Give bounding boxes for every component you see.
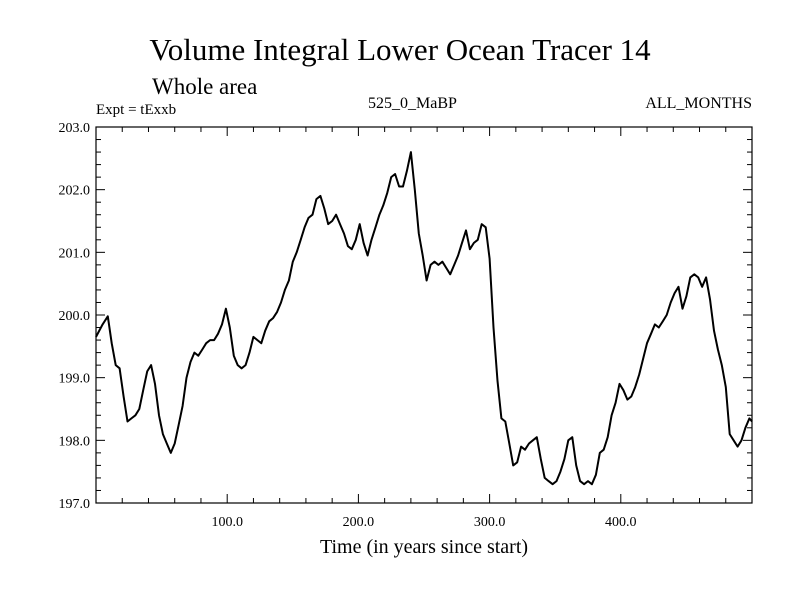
y-tick-label: 203.0 bbox=[59, 121, 91, 136]
chart-title: Volume Integral Lower Ocean Tracer 14 bbox=[149, 32, 651, 67]
y-tick-label: 200.0 bbox=[59, 309, 91, 324]
tick-marks bbox=[96, 126, 752, 504]
plot-frame bbox=[95, 126, 753, 504]
experiment-label: Expt = tExxb bbox=[96, 102, 177, 118]
y-tick-label: 198.0 bbox=[59, 434, 91, 449]
series-line bbox=[95, 151, 753, 486]
y-tick-label: 201.0 bbox=[59, 246, 91, 261]
period-label: 525_0_MaBP bbox=[368, 95, 457, 112]
y-tick-label: 202.0 bbox=[59, 184, 91, 199]
x-tick-label: 400.0 bbox=[605, 515, 637, 530]
months-label: ALL_MONTHS bbox=[645, 95, 752, 112]
x-tick-label: 200.0 bbox=[343, 515, 375, 530]
y-tick-label: 197.0 bbox=[59, 497, 91, 512]
series-layer bbox=[95, 151, 753, 486]
tick-labels: 100.0 200.0 300.0 400.0 197.0 198.0 199.0 200.0… bbox=[59, 121, 637, 530]
x-tick-label: 100.0 bbox=[211, 515, 243, 530]
chart-subtitle: Whole area bbox=[152, 74, 258, 99]
y-tick-label: 199.0 bbox=[59, 372, 91, 387]
x-tick-label: 300.0 bbox=[474, 515, 506, 530]
x-axis-label: Time (in years since start) bbox=[319, 536, 529, 558]
